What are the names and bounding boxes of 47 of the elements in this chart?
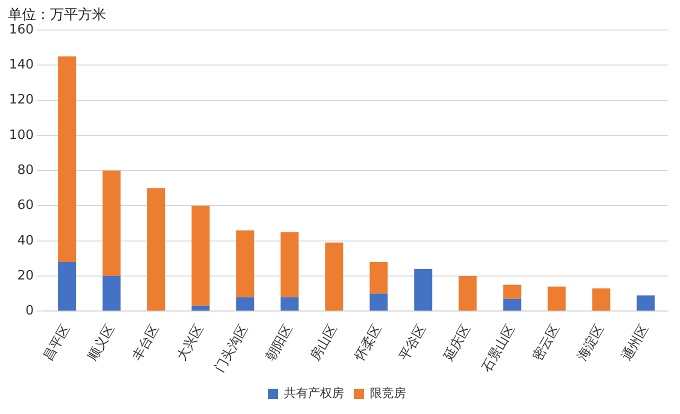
y-tick-label: 140 (8, 58, 34, 73)
bar (280, 297, 299, 311)
bar (503, 284, 522, 299)
y-axis-title: 单位：万平方米 (8, 6, 106, 24)
bar (147, 188, 166, 311)
x-tick-label: 海淀区 (575, 322, 608, 364)
bar (548, 286, 566, 311)
bar (414, 268, 432, 311)
bar (58, 56, 76, 262)
y-tick-label: 40 (17, 233, 34, 248)
bar (58, 262, 76, 311)
x-tick-label: 石景山区 (480, 322, 519, 375)
bar (370, 294, 388, 311)
bar (325, 242, 344, 311)
y-tick-label: 80 (17, 162, 34, 178)
bar (503, 298, 522, 311)
bar (370, 262, 388, 294)
bar (236, 230, 254, 298)
x-tick-label: 怀柔区 (352, 322, 386, 364)
y-tick-label: 160 (8, 22, 34, 38)
x-tick-label: 延庆区 (441, 322, 474, 364)
y-tick-label: 100 (8, 128, 34, 143)
bar (592, 288, 610, 311)
bar (280, 232, 299, 298)
x-tick-label: 大兴区 (174, 322, 207, 364)
bar (458, 276, 477, 311)
legend-label: 限竞房 (370, 386, 406, 400)
x-tick-label: 丰台区 (130, 322, 162, 364)
bar (636, 295, 655, 311)
bar (192, 306, 210, 311)
bar (236, 297, 254, 311)
x-tick-label: 房山区 (307, 322, 341, 364)
legend-label: 共有产权房 (284, 386, 344, 400)
x-tick-label: 平谷区 (397, 322, 430, 364)
bar (102, 170, 121, 276)
y-tick-label: 0 (26, 304, 34, 319)
x-tick-label: 顺义区 (85, 322, 118, 364)
y-tick-label: 20 (17, 268, 34, 284)
x-tick-label: 密云区 (530, 322, 564, 364)
bar (102, 276, 121, 311)
x-tick-label: 门头沟区 (212, 322, 252, 375)
x-tick-label: 朝阳区 (264, 322, 296, 364)
x-tick-label: 通州区 (620, 322, 652, 364)
x-tick-label: 昌平区 (40, 322, 74, 364)
bar (192, 206, 210, 306)
y-tick-label: 120 (8, 92, 34, 108)
y-tick-label: 60 (17, 198, 34, 214)
